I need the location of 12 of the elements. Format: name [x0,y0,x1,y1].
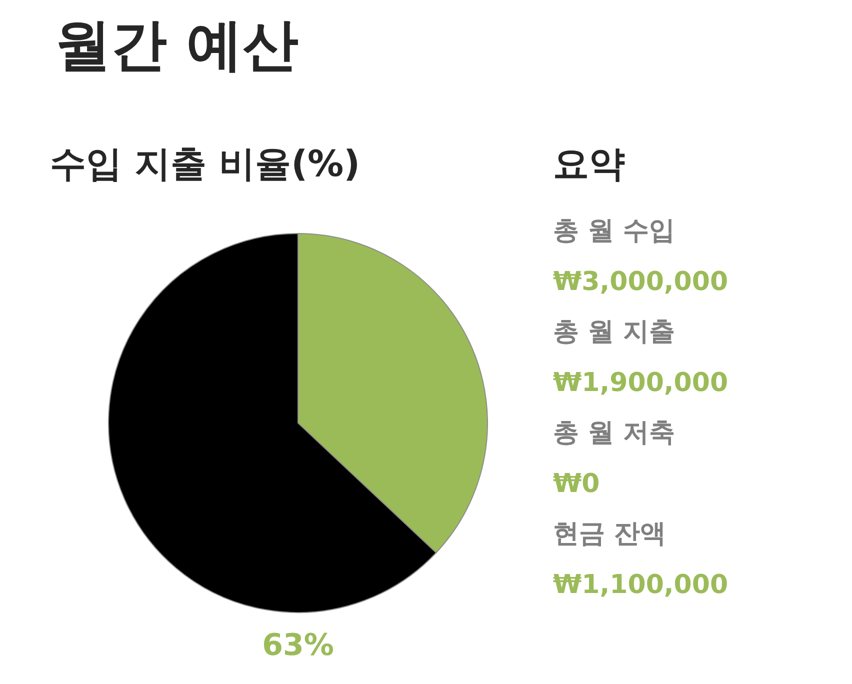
chart-subtitle: 수입 지출 비율(%) [50,143,360,187]
text: ₩0 [553,468,601,500]
text: 총 월 지출 [553,316,676,349]
text: 요약 [553,143,626,187]
text: ₩1,900,000 [553,366,728,400]
chart-title: 월간 예산 [55,12,298,80]
text: 총 월 수입 [553,215,676,248]
text: ₩1,100,000 [553,568,728,602]
text: 총 월 저축 [553,417,676,450]
data-label: 63% [262,628,334,663]
text: ₩3,000,000 [553,266,728,298]
text: 현금 잔액 [553,518,668,551]
